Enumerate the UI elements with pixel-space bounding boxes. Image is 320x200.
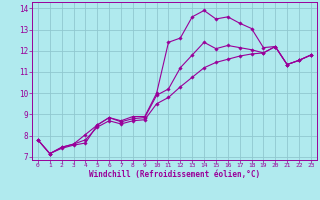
- X-axis label: Windchill (Refroidissement éolien,°C): Windchill (Refroidissement éolien,°C): [89, 170, 260, 179]
